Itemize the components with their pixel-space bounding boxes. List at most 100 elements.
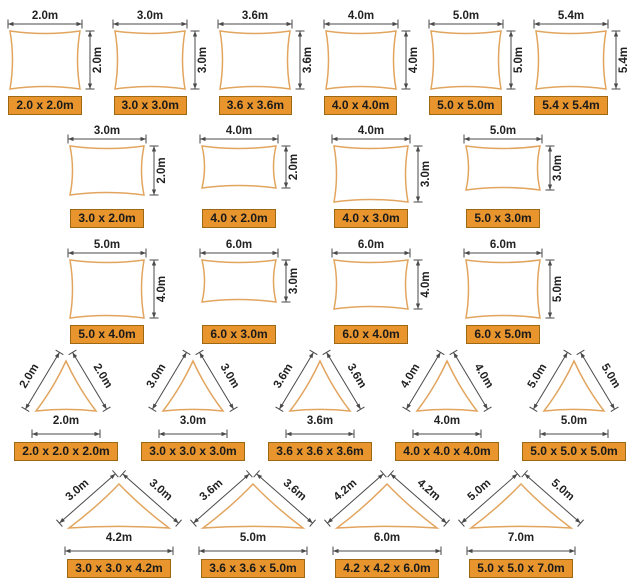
badge-row: 6.0 x 4.0m	[334, 324, 437, 344]
sail-cell: 5.0m 5.0m 7.0m 5.0 x 5.0 x 7.0m	[455, 466, 587, 578]
badge-row: 5.0 x 3.0m	[466, 209, 569, 229]
base-dimension-label: 6.0m	[374, 532, 400, 544]
dimension-line	[149, 145, 159, 196]
size-badge: 3.6 x 3.6m	[218, 96, 293, 115]
dimension-line	[217, 19, 293, 29]
dimension-line	[68, 349, 111, 412]
height-dimension-label: 4.0m	[420, 271, 432, 297]
dimension-line	[64, 546, 174, 555]
badge-row: 3.6 x 3.6 x 5.0m	[201, 559, 305, 578]
dimension-line	[331, 248, 411, 257]
right-side-dimension-label: 5.0m	[549, 477, 577, 503]
dimension-line	[119, 470, 182, 527]
base-dimension-label: 2.0m	[53, 415, 79, 427]
right-side-dimension-label: 3.0m	[147, 477, 175, 503]
dimension-line	[198, 546, 308, 555]
sail-cell: 4.0m 2.0m 4.0 x 2.0m	[190, 120, 318, 229]
dimension-line	[253, 470, 316, 527]
dimension-line	[56, 470, 119, 527]
dimension-line	[67, 134, 147, 144]
size-badge: 6.0 x 5.0m	[466, 324, 540, 344]
sail-diagram: 4.0m 3.0m	[331, 125, 432, 204]
dimension-line	[190, 470, 253, 527]
dimension-line	[112, 19, 188, 29]
right-side-dimension-label: 3.0m	[218, 362, 242, 391]
size-badge: 2.0 x 2.0 x 2.0m	[14, 441, 118, 461]
sail-cell: 3.0m 2.0m 3.0 x 2.0m	[58, 120, 186, 229]
sail-cell: 5.4m 5.4m 5.4 x 5.4m	[532, 5, 634, 115]
sail-shape	[333, 145, 409, 204]
sail-cell: 4.0m 4.0m 4.0m 4.0 x 4.0 x 4.0m	[385, 349, 509, 461]
badge-row: 3.6 x 3.6 x 3.6m	[268, 441, 372, 461]
dimension-line	[545, 145, 555, 191]
size-badge: 3.0 x 3.0 x 4.2m	[67, 559, 171, 578]
sail-diagram: 3.6m 3.6m 5.0m	[190, 470, 316, 555]
dimension-line	[190, 30, 200, 90]
size-badge: 5.0 x 5.0m	[429, 96, 503, 115]
right-side-dimension-label: 4.0m	[472, 362, 496, 391]
dimension-line	[387, 470, 450, 527]
sail-diagram: 3.0m 2.0m	[67, 125, 168, 197]
sail-cell: 3.6m 3.6m 3.6 x 3.6m	[216, 5, 318, 115]
size-badge: 6.0 x 4.0m	[334, 324, 408, 344]
dimension-line	[402, 349, 445, 412]
sail-cell: 4.0m 4.0m 4.0 x 4.0m	[322, 5, 424, 115]
dimension-line	[295, 30, 305, 90]
badge-row: 4.0 x 2.0m	[202, 209, 305, 229]
dimension-line	[199, 134, 279, 144]
row-triangle-5: 3.0m 3.0m 4.2m 3.0 x 3.0 x 4.2m 3.6m 3.6m 5.0m…	[53, 466, 587, 578]
height-dimension-label: 4.0m	[156, 275, 168, 301]
height-dimension-label: 4.0m	[408, 47, 420, 73]
height-dimension-label: 5.4m	[618, 47, 630, 73]
size-badge: 4.2 x 4.2 x 6.0m	[335, 559, 439, 578]
sail-cell: 6.0m 3.0m 6.0 x 3.0m	[190, 234, 318, 344]
base-dimension-label: 3.0m	[180, 415, 206, 427]
left-side-dimension-label: 3.6m	[272, 362, 296, 391]
sail-cell: 2.0m 2.0m 2.0 x 2.0m	[6, 5, 108, 115]
width-dimension-label: 3.0m	[94, 125, 120, 137]
sail-shape	[9, 30, 81, 90]
dimension-line	[281, 259, 291, 302]
dimension-line	[611, 30, 621, 90]
badge-row: 5.0 x 5.0 x 7.0m	[469, 559, 573, 578]
sail-shape	[200, 482, 306, 529]
height-dimension-label: 2.0m	[92, 47, 104, 73]
left-side-dimension-label: 4.2m	[332, 477, 360, 503]
sail-shape	[415, 358, 479, 412]
row-rectangle-2: 3.0m 2.0m 3.0 x 2.0m 4.0m 2.0m 4.0 x 2.0m 4.0m…	[58, 120, 582, 229]
badge-row: 3.6 x 3.6m	[218, 96, 316, 115]
size-badge: 3.6 x 3.6 x 3.6m	[268, 441, 372, 461]
sail-cell: 4.0m 3.0m 4.0 x 3.0m	[322, 120, 450, 229]
sail-cell: 6.0m 4.0m 6.0 x 4.0m	[322, 234, 450, 344]
dimension-line	[521, 470, 584, 527]
right-side-dimension-label: 3.6m	[281, 477, 309, 503]
badge-row: 4.0 x 4.0 x 4.0m	[395, 441, 499, 461]
size-badge: 5.0 x 3.0m	[466, 209, 540, 229]
dimension-line	[149, 259, 159, 318]
width-dimension-label: 6.0m	[226, 239, 252, 251]
sail-shape	[69, 258, 145, 319]
size-badge: 5.0 x 5.0 x 7.0m	[469, 559, 573, 578]
badge-row: 2.0 x 2.0m	[8, 96, 105, 115]
right-side-dimension-label: 3.6m	[345, 362, 369, 391]
height-dimension-label: 3.0m	[420, 161, 432, 187]
dimension-line	[533, 19, 609, 29]
sail-shape	[114, 30, 187, 90]
left-side-dimension-label: 4.0m	[399, 362, 423, 391]
dimension-line	[458, 470, 521, 527]
sail-shape	[219, 30, 292, 90]
dimension-line	[7, 19, 83, 29]
dimension-line	[539, 429, 609, 438]
width-dimension-label: 5.0m	[453, 10, 479, 22]
width-dimension-label: 3.0m	[137, 10, 163, 22]
sail-diagram: 6.0m 3.0m	[199, 239, 300, 303]
sail-diagram: 5.0m 5.0m 5.0m	[526, 349, 622, 438]
dimension-line	[331, 134, 411, 144]
sail-cell: 5.0m 5.0m 5.0 x 5.0m	[427, 5, 529, 115]
size-badge: 3.0 x 3.0 x 3.0m	[141, 441, 245, 461]
sail-cell: 3.0m 3.0m 3.0m 3.0 x 3.0 x 3.0m	[131, 349, 255, 461]
sail-shape	[34, 358, 98, 412]
dimension-line	[67, 248, 147, 257]
height-dimension-label: 3.6m	[302, 47, 314, 73]
